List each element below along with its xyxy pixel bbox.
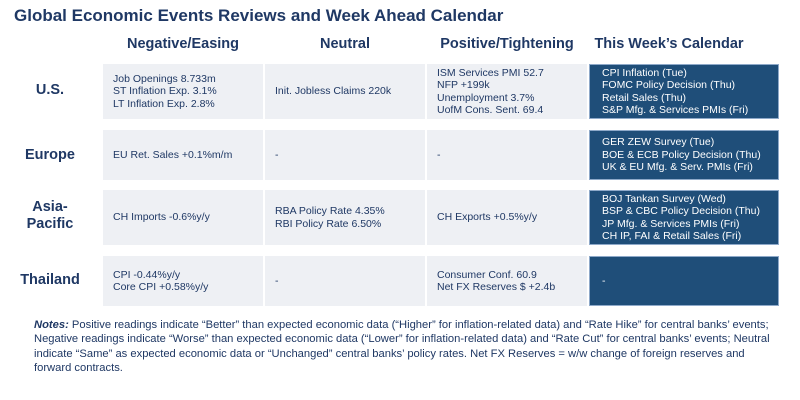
cell-line: RBA Policy Rate 4.35% (275, 205, 385, 217)
notes-text: Positive readings indicate “Better” than… (34, 319, 770, 375)
cell-line: CH Imports -0.6%y/y (113, 211, 210, 224)
cell-europe-positive: - (427, 130, 587, 180)
cell-line: - (275, 274, 279, 287)
cell-line: Net FX Reserves $ +2.4b (437, 281, 556, 293)
cell-us-neutral: Init. Jobless Claims 220k (265, 64, 425, 119)
cell-asia-negative: CH Imports -0.6%y/y (103, 190, 263, 245)
page-title: Global Economic Events Reviews and Week … (14, 6, 504, 25)
cell-line: - (437, 148, 441, 161)
row-label-europe: Europe (25, 147, 75, 163)
cell-line: CH IP, FAI & Retail Sales (Fri) (602, 230, 742, 242)
cell-line: BOE & ECB Policy Decision (Thu) (602, 148, 761, 161)
cell-line: S&P Mfg. & Services PMIs (Fri) (602, 104, 749, 116)
cell-line: RBI Policy Rate 6.50% (275, 217, 382, 230)
cell-europe-calendar: GER ZEW Survey (Tue) BOE & ECB Policy De… (589, 130, 779, 180)
cell-line: CPI -0.44%y/y (113, 268, 181, 281)
cell-line: ISM Services PMI 52.7 (437, 66, 544, 79)
cell-asia-calendar: BOJ Tankan Survey (Wed) BSP & CBC Policy… (589, 190, 779, 245)
cell-line: BSP & CBC Policy Decision (Thu) (602, 205, 760, 217)
column-header-calendar: This Week’s Calendar (594, 36, 744, 52)
cell-asia-neutral: RBA Policy Rate 4.35% RBI Policy Rate 6.… (265, 190, 425, 245)
cell-us-negative: Job Openings 8.733m ST Inflation Exp. 3.… (103, 64, 263, 119)
cell-line: Init. Jobless Claims 220k (275, 85, 392, 98)
cell-line: Job Openings 8.733m (113, 72, 216, 85)
row-label-thailand: Thailand (20, 272, 80, 288)
cell-line: UofM Cons. Sent. 69.4 (437, 104, 544, 116)
row-label-asia-pacific: Asia- Pacific (0, 199, 100, 233)
cell-thailand-calendar: - (589, 256, 779, 306)
cell-line: GER ZEW Survey (Tue) (602, 136, 715, 149)
cell-line: BOJ Tankan Survey (Wed) (602, 192, 726, 205)
notes-paragraph: Notes: Positive readings indicate “Bette… (34, 318, 784, 376)
row-label-line: Pacific (26, 216, 74, 232)
cell-line: Retail Sales (Thu) (602, 91, 687, 104)
column-header-positive: Positive/Tightening (440, 36, 574, 52)
cell-line: ST Inflation Exp. 3.1% (113, 85, 217, 98)
row-label-line: Asia- (32, 199, 68, 215)
cell-thailand-negative: CPI -0.44%y/y Core CPI +0.58%y/y (103, 256, 263, 306)
row-label-us: U.S. (35, 82, 65, 98)
cell-europe-negative: EU Ret. Sales +0.1%m/m (103, 130, 263, 180)
cell-thailand-neutral: - (265, 256, 425, 306)
cell-line: NFP +199k (437, 79, 490, 91)
cell-line: - (275, 148, 279, 161)
notes-label: Notes: (34, 319, 69, 331)
cell-us-calendar: CPI Inflation (Tue) FOMC Policy Decision… (589, 64, 779, 119)
cell-line: CH Exports +0.5%y/y (437, 211, 538, 224)
column-header-neutral: Neutral (320, 36, 370, 52)
cell-line: Unemployment 3.7% (437, 91, 535, 104)
cell-thailand-positive: Consumer Conf. 60.9 Net FX Reserves $ +2… (427, 256, 587, 306)
cell-line: UK & EU Mfg. & Serv. PMIs (Fri) (602, 161, 753, 174)
cell-line: Consumer Conf. 60.9 (437, 268, 537, 281)
column-header-negative: Negative/Easing (126, 36, 239, 52)
cell-europe-neutral: - (265, 130, 425, 180)
cell-us-positive: ISM Services PMI 52.7 NFP +199k Unemploy… (427, 64, 587, 119)
cell-line: LT Inflation Exp. 2.8% (113, 97, 215, 110)
cell-line: - (602, 274, 606, 287)
cell-line: JP Mfg. & Services PMIs (Fri) (602, 217, 740, 230)
cell-asia-positive: CH Exports +0.5%y/y (427, 190, 587, 245)
cell-line: EU Ret. Sales +0.1%m/m (113, 148, 233, 161)
cell-line: FOMC Policy Decision (Thu) (602, 79, 736, 91)
cell-line: Core CPI +0.58%y/y (113, 281, 209, 293)
cell-line: CPI Inflation (Tue) (602, 66, 687, 79)
